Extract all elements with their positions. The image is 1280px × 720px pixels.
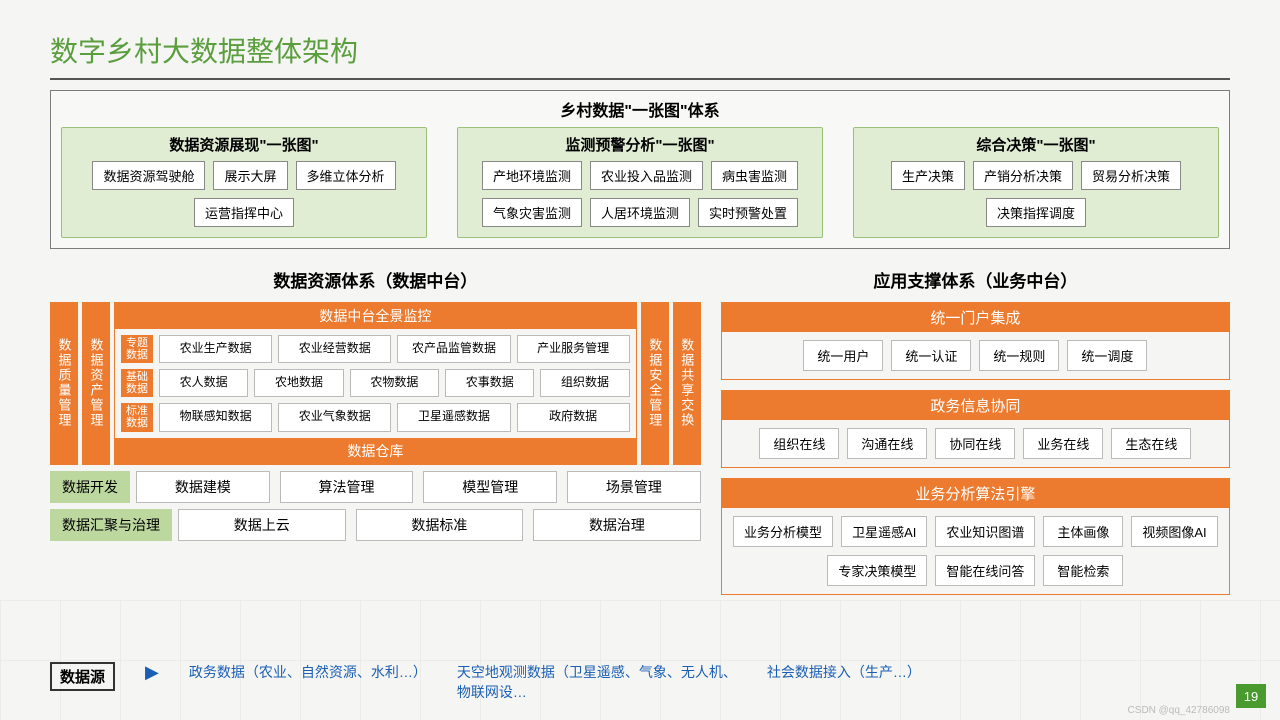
- arrow-icon: ▶: [145, 662, 159, 683]
- data-row: 基础数据农人数据农地数据农物数据农事数据组织数据: [121, 369, 630, 397]
- chip: 农业投入品监测: [590, 161, 703, 190]
- chip: 实时预警处置: [698, 198, 798, 227]
- block-chip: 统一调度: [1067, 340, 1147, 371]
- green-group: 综合决策"一张图" 生产决策产销分析决策贸易分析决策决策指挥调度: [853, 127, 1219, 238]
- block-chip: 统一规则: [979, 340, 1059, 371]
- row-tag: 专题数据: [121, 335, 153, 363]
- data-chip: 物联感知数据: [159, 403, 272, 431]
- chip: 展示大屏: [213, 161, 287, 190]
- strip-chip: 算法管理: [280, 471, 414, 503]
- row-tag: 基础数据: [121, 369, 153, 397]
- right-block: 政务信息协同组织在线沟通在线协同在线业务在线生态在线: [721, 390, 1230, 468]
- vertical-bar: 数据安全管理: [641, 302, 669, 465]
- row-tag: 标准数据: [121, 403, 153, 431]
- block-title: 政务信息协同: [722, 391, 1229, 420]
- block-chip: 农业知识图谱: [935, 516, 1035, 547]
- vertical-bar: 数据质量管理: [50, 302, 78, 465]
- strip-label: 数据开发: [50, 471, 130, 503]
- mid-right-title: 应用支撑体系（业务中台）: [721, 267, 1230, 292]
- data-chip: 农物数据: [350, 369, 439, 397]
- data-chip: 农业气象数据: [278, 403, 391, 431]
- green-group: 监测预警分析"一张图" 产地环境监测农业投入品监测病虫害监测气象灾害监测人居环境监…: [457, 127, 823, 238]
- data-chip: 卫星遥感数据: [397, 403, 510, 431]
- chip: 产地环境监测: [482, 161, 582, 190]
- block-chip: 统一认证: [891, 340, 971, 371]
- strip-label: 数据汇聚与治理: [50, 509, 172, 541]
- data-chip: 政府数据: [517, 403, 630, 431]
- page-number-badge: 19: [1236, 684, 1266, 708]
- data-row: 专题数据农业生产数据农业经营数据农产品监管数据产业服务管理: [121, 335, 630, 363]
- block-chip: 业务在线: [1023, 428, 1103, 459]
- watermark: CSDN @qq_42786098: [1128, 705, 1230, 716]
- strip-chip: 数据治理: [533, 509, 701, 541]
- source-item: 天空地观测数据（卫星遥感、气象、无人机、物联网设…: [457, 662, 737, 702]
- page-title: 数字乡村大数据整体架构: [50, 30, 1230, 80]
- block-chip: 卫星遥感AI: [841, 516, 927, 547]
- chip: 病虫害监测: [711, 161, 798, 190]
- chip: 运营指挥中心: [194, 198, 294, 227]
- group-title: 综合决策"一张图": [862, 134, 1210, 155]
- chip: 贸易分析决策: [1081, 161, 1181, 190]
- green-strip: 数据汇聚与治理数据上云数据标准数据治理: [50, 509, 701, 541]
- block-header: 数据中台全景监控: [115, 303, 636, 329]
- vertical-bar: 数据资产管理: [82, 302, 110, 465]
- chip: 多维立体分析: [296, 161, 396, 190]
- data-source-row: 数据源 ▶ 政务数据（农业、自然资源、水利…） 天空地观测数据（卫星遥感、气象、…: [50, 662, 1230, 702]
- data-chip: 农产品监管数据: [397, 335, 510, 363]
- source-item: 社会数据接入（生产…）: [767, 662, 921, 682]
- right-block: 业务分析算法引擎业务分析模型卫星遥感AI 农业知识图谱主体画像视频图像AI 专家决策…: [721, 478, 1230, 595]
- block-chip: 沟通在线: [847, 428, 927, 459]
- block-chip: 智能在线问答: [935, 555, 1035, 586]
- layer1-title: 乡村数据"一张图"体系: [61, 97, 1219, 121]
- chip: 决策指挥调度: [986, 198, 1086, 227]
- block-title: 业务分析算法引擎: [722, 479, 1229, 508]
- data-chip: 产业服务管理: [517, 335, 630, 363]
- strip-chip: 数据上云: [178, 509, 346, 541]
- block-chip: 主体画像: [1043, 516, 1123, 547]
- block-chip: 协同在线: [935, 428, 1015, 459]
- data-chip: 农地数据: [254, 369, 343, 397]
- data-row: 标准数据物联感知数据农业气象数据卫星遥感数据政府数据: [121, 403, 630, 431]
- data-chip: 农人数据: [159, 369, 248, 397]
- block-chip: 组织在线: [759, 428, 839, 459]
- vertical-bar: 数据共享交换: [673, 302, 701, 465]
- layer1-container: 乡村数据"一张图"体系 数据资源展现"一张图" 数据资源驾驶舱展示大屏多维立体分析…: [50, 90, 1230, 249]
- mid-left-title: 数据资源体系（数据中台）: [50, 267, 701, 292]
- chip: 人居环境监测: [590, 198, 690, 227]
- block-chip: 统一用户: [803, 340, 883, 371]
- group-title: 监测预警分析"一张图": [466, 134, 814, 155]
- center-block: 数据中台全景监控专题数据农业生产数据农业经营数据农产品监管数据产业服务管理基础数…: [114, 302, 637, 465]
- strip-chip: 数据建模: [136, 471, 270, 503]
- chip: 产销分析决策: [973, 161, 1073, 190]
- chip: 数据资源驾驶舱: [92, 161, 205, 190]
- strip-chip: 场景管理: [567, 471, 701, 503]
- right-block: 统一门户集成统一用户统一认证统一规则统一调度: [721, 302, 1230, 380]
- block-chip: 视频图像AI: [1131, 516, 1217, 547]
- block-chip: 专家决策模型: [827, 555, 927, 586]
- green-group: 数据资源展现"一张图" 数据资源驾驶舱展示大屏多维立体分析运营指挥中心: [61, 127, 427, 238]
- block-title: 统一门户集成: [722, 303, 1229, 332]
- source-item: 政务数据（农业、自然资源、水利…）: [189, 662, 427, 682]
- block-chip: 业务分析模型: [733, 516, 833, 547]
- source-label: 数据源: [50, 662, 115, 691]
- green-strip: 数据开发数据建模算法管理模型管理场景管理: [50, 471, 701, 503]
- data-chip: 农事数据: [445, 369, 534, 397]
- data-chip: 农业生产数据: [159, 335, 272, 363]
- chip: 气象灾害监测: [482, 198, 582, 227]
- data-chip: 组织数据: [540, 369, 629, 397]
- block-chip: 智能检索: [1043, 555, 1123, 586]
- strip-chip: 模型管理: [423, 471, 557, 503]
- block-chip: 生态在线: [1111, 428, 1191, 459]
- data-chip: 农业经营数据: [278, 335, 391, 363]
- group-title: 数据资源展现"一张图": [70, 134, 418, 155]
- chip: 生产决策: [891, 161, 965, 190]
- block-header: 数据仓库: [115, 438, 636, 464]
- strip-chip: 数据标准: [356, 509, 524, 541]
